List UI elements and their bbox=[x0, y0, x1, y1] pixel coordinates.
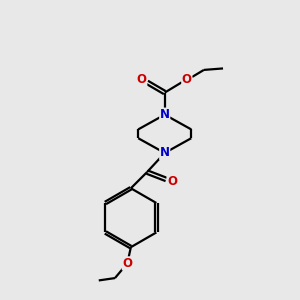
Text: O: O bbox=[137, 73, 147, 86]
Text: O: O bbox=[122, 257, 132, 270]
Text: O: O bbox=[182, 74, 192, 86]
Text: N: N bbox=[160, 108, 170, 121]
Text: O: O bbox=[167, 175, 177, 188]
Text: N: N bbox=[160, 146, 170, 159]
